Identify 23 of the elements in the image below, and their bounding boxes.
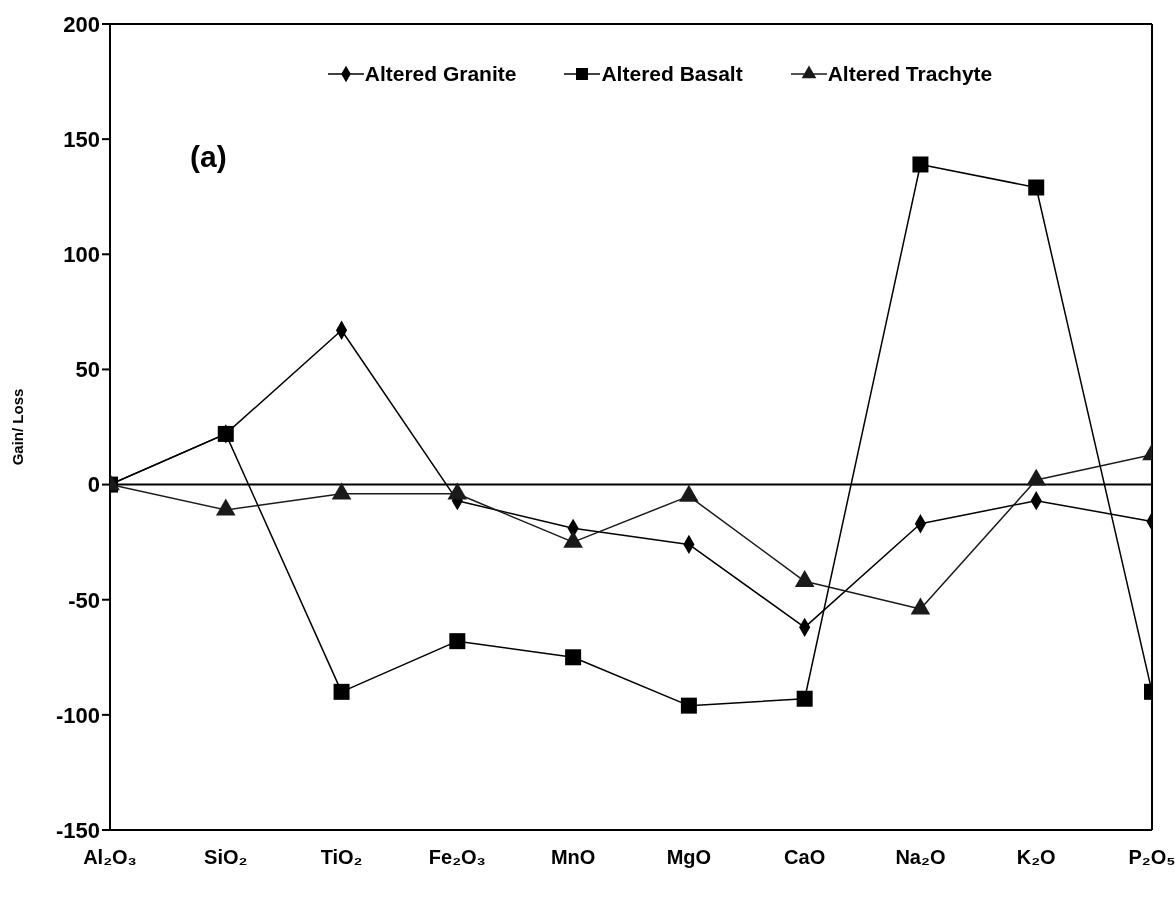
x-tick-label: MgO [666,846,712,869]
y-tick-label: -50 [68,587,100,613]
x-tick-label: CaO [784,846,826,869]
x-tick-label: Fe₂O₃ [428,846,486,869]
x-tick-label: K₂O [1016,846,1056,869]
y-tick-label: 200 [63,11,100,37]
x-tick-label: MnO [550,846,596,869]
x-tick-label: TiO₂ [320,846,363,869]
y-tick-label: -100 [55,702,100,728]
x-tick-label: SiO₂ [204,846,248,869]
legend-label: Altered Granite [364,62,517,86]
legend-label: Altered Basalt [601,62,743,86]
legend-label: Altered Trachyte [827,62,993,86]
x-tick-label: Al₂O₃ [83,846,137,869]
y-axis-title: Gain/ Loss [9,388,27,466]
y-tick-label: 150 [63,126,100,152]
x-tick-label: P₂O₅ [1128,846,1175,869]
y-tick-label: -150 [55,817,100,843]
y-tick-label: 100 [63,242,100,268]
annotation: (a) [190,140,227,174]
x-tick-label: Na₂O [895,846,946,869]
y-tick-label: 50 [75,357,100,383]
y-tick-label: 0 [87,472,100,498]
